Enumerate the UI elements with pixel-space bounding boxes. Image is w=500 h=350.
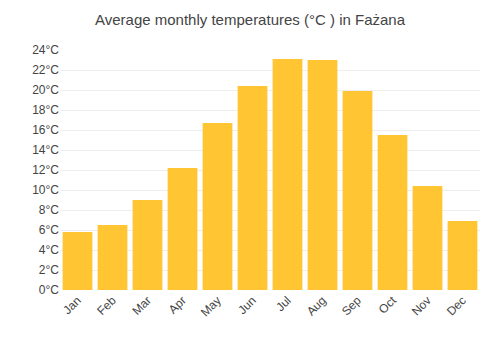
svg-text:12°C: 12°C	[32, 163, 59, 177]
svg-text:May: May	[198, 293, 224, 319]
svg-text:Aug: Aug	[304, 293, 329, 318]
svg-text:18°C: 18°C	[32, 103, 59, 117]
svg-text:Oct: Oct	[376, 293, 400, 317]
svg-text:Apr: Apr	[166, 293, 189, 316]
svg-text:Jun: Jun	[235, 293, 259, 317]
svg-text:10°C: 10°C	[32, 183, 59, 197]
svg-text:Average monthly temperatures (: Average monthly temperatures (°C ) in Fa…	[95, 11, 406, 28]
svg-text:20°C: 20°C	[32, 83, 59, 97]
svg-text:Jan: Jan	[60, 293, 84, 317]
svg-text:24°C: 24°C	[32, 43, 59, 57]
svg-text:Jul: Jul	[273, 293, 294, 314]
svg-text:Dec: Dec	[444, 293, 469, 318]
svg-text:Nov: Nov	[409, 293, 434, 318]
svg-text:8°C: 8°C	[39, 203, 59, 217]
svg-text:Feb: Feb	[94, 293, 119, 318]
svg-text:14°C: 14°C	[32, 143, 59, 157]
svg-text:Mar: Mar	[129, 293, 154, 318]
svg-text:6°C: 6°C	[39, 223, 59, 237]
svg-text:22°C: 22°C	[32, 63, 59, 77]
svg-text:Sep: Sep	[339, 293, 364, 318]
svg-text:2°C: 2°C	[39, 263, 59, 277]
svg-text:0°C: 0°C	[39, 283, 59, 297]
svg-text:4°C: 4°C	[39, 243, 59, 257]
svg-text:16°C: 16°C	[32, 123, 59, 137]
